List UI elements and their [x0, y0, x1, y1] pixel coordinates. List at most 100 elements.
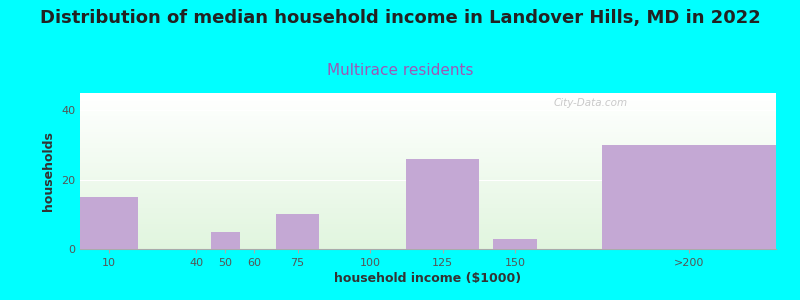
Bar [80, 179, 776, 180]
Bar [80, 204, 776, 205]
Bar [80, 248, 776, 249]
Bar [80, 140, 776, 141]
Bar [80, 199, 776, 201]
Bar [80, 134, 776, 135]
Bar [80, 141, 776, 143]
Bar [80, 163, 776, 165]
Bar [80, 157, 776, 158]
Bar [80, 180, 776, 182]
Bar [80, 208, 776, 210]
Bar [80, 182, 776, 184]
Bar [80, 151, 776, 152]
Bar [80, 118, 776, 119]
Bar [80, 227, 776, 229]
Bar [80, 201, 776, 202]
Bar [80, 210, 776, 212]
Bar [80, 130, 776, 132]
Bar [80, 152, 776, 154]
Bar [80, 162, 776, 163]
Bar [80, 109, 776, 110]
Bar [80, 191, 776, 193]
Bar [80, 171, 776, 172]
Bar [80, 232, 776, 233]
Bar [80, 188, 776, 190]
Bar [80, 184, 776, 185]
Bar [80, 238, 776, 240]
X-axis label: household income ($1000): household income ($1000) [334, 272, 522, 285]
Bar [80, 106, 776, 107]
Bar [80, 110, 776, 112]
Bar [494, 238, 537, 249]
Bar [80, 190, 776, 191]
Bar [80, 193, 776, 194]
Bar [80, 230, 776, 232]
Bar [80, 158, 776, 160]
Bar [80, 145, 776, 146]
Bar [80, 129, 776, 130]
Bar [80, 235, 776, 236]
Bar [80, 236, 776, 238]
Bar [602, 145, 776, 249]
Bar [80, 101, 776, 102]
Bar [80, 127, 776, 129]
Bar [80, 102, 776, 104]
Bar [80, 119, 776, 121]
Bar [80, 149, 776, 151]
Bar [80, 124, 776, 126]
Bar [80, 143, 776, 145]
Bar [80, 177, 776, 179]
Bar [80, 116, 776, 118]
Text: City-Data.com: City-Data.com [554, 98, 627, 108]
Bar [80, 233, 776, 235]
Bar [210, 232, 239, 249]
Bar [80, 148, 776, 149]
Bar [80, 98, 776, 99]
Y-axis label: households: households [42, 131, 55, 211]
Text: Distribution of median household income in Landover Hills, MD in 2022: Distribution of median household income … [40, 9, 760, 27]
Bar [80, 132, 776, 134]
Bar [80, 241, 776, 243]
Bar [80, 94, 776, 96]
Bar [80, 99, 776, 101]
Bar [80, 155, 776, 157]
Bar [80, 219, 776, 221]
Bar [80, 221, 776, 223]
Bar [80, 213, 776, 215]
Bar [80, 96, 776, 98]
Bar [80, 166, 776, 168]
Bar [80, 212, 776, 213]
Bar [80, 137, 776, 138]
Bar [276, 214, 319, 249]
Bar [80, 187, 776, 188]
Bar [80, 185, 776, 187]
Bar [80, 172, 776, 174]
Bar [80, 202, 776, 204]
Bar [80, 113, 776, 115]
Bar [80, 146, 776, 148]
Bar [80, 205, 776, 207]
Bar [80, 226, 776, 227]
Bar [80, 194, 776, 196]
Bar [80, 126, 776, 127]
Bar [80, 176, 776, 177]
Bar [80, 123, 776, 124]
Bar [80, 216, 776, 218]
Bar [80, 218, 776, 219]
Bar [80, 207, 776, 208]
Bar [80, 246, 776, 247]
Bar [80, 197, 776, 199]
Bar [80, 112, 776, 113]
Bar [80, 224, 776, 226]
Text: Multirace residents: Multirace residents [326, 63, 474, 78]
Bar [80, 215, 776, 216]
Bar [80, 168, 776, 170]
Bar [80, 160, 776, 162]
Bar [80, 135, 776, 137]
Bar [80, 93, 776, 94]
Bar [80, 121, 776, 123]
Bar [80, 240, 776, 241]
Bar [80, 165, 776, 166]
Bar [80, 196, 776, 197]
Bar [406, 159, 478, 249]
Bar [80, 107, 776, 109]
